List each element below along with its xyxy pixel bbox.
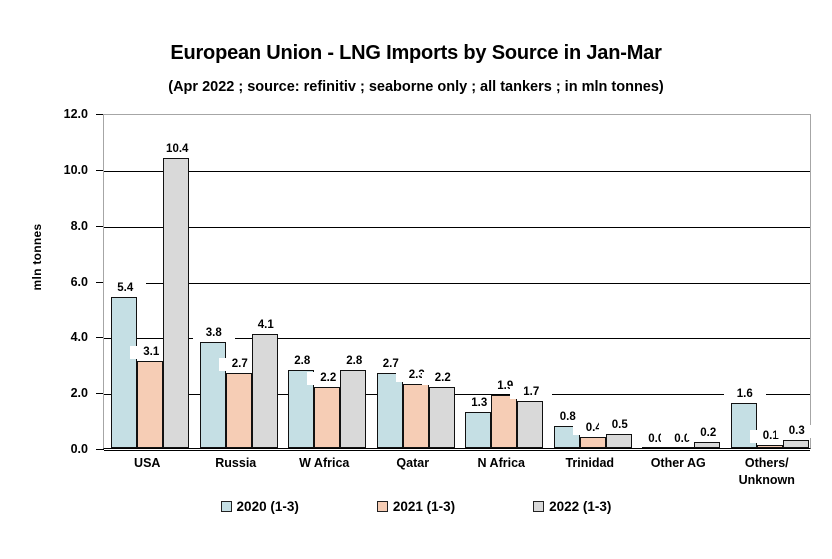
bar[interactable] (163, 157, 190, 448)
y-axis-label: 0.0 (70, 442, 88, 456)
chart-title: European Union - LNG Imports by Source i… (170, 42, 662, 64)
y-axis-tick (96, 281, 104, 283)
x-axis-label-line: Qatar (396, 456, 430, 470)
legend-label: 2020 (1-3) (236, 499, 299, 514)
y-axis-label: 8.0 (70, 218, 88, 233)
legend-label: 2021 (1-3) (392, 499, 456, 514)
x-axis-label-line: USA (134, 456, 161, 470)
bar-group: 3.8 2.7 4.1 (192, 115, 287, 448)
gridline (104, 226, 810, 228)
bar-value-label: 1.7 (510, 385, 553, 399)
bar-value-label: 3.1 (130, 346, 173, 360)
bar[interactable] (376, 372, 403, 448)
chart-legend: 2020 (1-3) 2021 (1-3) 2022 (1-3) (0, 499, 832, 514)
gridline (104, 338, 810, 340)
bar[interactable] (314, 386, 341, 448)
bar[interactable] (668, 447, 695, 448)
x-axis-label: Qatar (369, 455, 458, 472)
x-axis-label-line: W Africa (299, 456, 350, 470)
bar[interactable] (428, 386, 455, 448)
gridline (104, 394, 810, 396)
x-axis-label-line: Unknown (738, 473, 795, 487)
y-axis-tick (96, 225, 104, 227)
bar-value-label: 2.2 (421, 371, 464, 385)
bar-value-label: 5.4 (104, 282, 147, 296)
y-axis-label: 6.0 (70, 274, 88, 289)
bar-group: 5.4 3.1 10.4 (104, 115, 199, 448)
bar-value-label: 2.7 (369, 357, 412, 371)
y-axis-tick (96, 337, 104, 339)
bar[interactable] (137, 361, 164, 448)
x-axis-label: Others/Unknown (723, 455, 812, 489)
bar-value-label: 2.8 (281, 354, 324, 368)
y-axis-label: 4.0 (70, 330, 88, 345)
bar-value-label: 2.2 (307, 371, 350, 385)
bar[interactable] (111, 297, 138, 448)
bar[interactable] (465, 411, 492, 448)
gridline (104, 450, 810, 451)
y-axis-label: 2.0 (70, 386, 88, 401)
gridline (104, 170, 810, 172)
x-axis-label-line: Others/ (744, 456, 789, 470)
bar-value-label: 0.3 (775, 424, 818, 438)
bar-group: 0.0 0.0 0.2 (635, 115, 730, 448)
legend-item[interactable]: 2020 (1-3) (220, 499, 299, 514)
y-axis-tick (96, 114, 104, 115)
x-axis-label-line: Trinidad (565, 456, 615, 470)
bar-value-label: 0.2 (687, 427, 730, 441)
bar[interactable] (605, 434, 632, 448)
x-axis-label-line: N Africa (477, 456, 525, 470)
y-axis-tick (96, 169, 104, 171)
bar-value-label: 2.7 (218, 357, 261, 371)
x-axis-label-line: Russia (215, 456, 257, 470)
x-axis-label: W Africa (280, 455, 369, 472)
plot-area: 5.4 3.1 10.4 3.8 2.7 4.1 2.8 2.2 2.8 2.7 2.3 2.2 1.3… (103, 114, 818, 451)
y-axis-tick (96, 449, 104, 450)
gridline (104, 282, 810, 284)
bar[interactable] (340, 369, 367, 448)
chart-subtitle: (Apr 2022 ; source: refinitiv ; seaborne… (168, 79, 664, 95)
bar[interactable] (579, 436, 606, 448)
x-axis-label: USA (103, 455, 192, 472)
legend-item[interactable]: 2021 (1-3) (376, 499, 456, 514)
bar-group: 1.3 1.9 1.7 (458, 115, 553, 448)
legend-swatch-icon (220, 501, 232, 512)
bar[interactable] (251, 333, 278, 448)
bar-value-label: 1.3 (458, 396, 501, 410)
bar[interactable] (491, 394, 518, 448)
y-axis-title: mln tonnes (30, 223, 44, 291)
y-axis-label: 10.0 (63, 162, 88, 177)
bar-group: 1.6 0.1 0.3 (723, 115, 818, 448)
legend-swatch-icon (376, 501, 388, 512)
bar[interactable] (642, 447, 669, 448)
legend-swatch-icon (533, 501, 545, 512)
bar[interactable] (782, 439, 809, 448)
bar-group: 2.8 2.2 2.8 (281, 115, 376, 448)
bar[interactable] (694, 442, 721, 448)
bar-value-label: 3.8 (192, 326, 235, 340)
legend-item[interactable]: 2022 (1-3) (533, 499, 611, 514)
bar-group: 0.8 0.4 0.5 (546, 115, 641, 448)
bar[interactable] (402, 383, 429, 448)
y-axis-tick (96, 393, 104, 395)
bar-value-label: 4.1 (244, 318, 287, 332)
bar[interactable] (756, 445, 783, 448)
x-axis-label: Other AG (634, 455, 723, 472)
x-axis-label: Russia (192, 455, 281, 472)
bar-value-label: 0.5 (598, 419, 641, 433)
bar-value-label: 0.8 (546, 410, 589, 424)
x-axis-label: Trinidad (546, 455, 635, 472)
x-axis-label-line: Other AG (650, 456, 706, 470)
bar[interactable] (517, 400, 544, 448)
y-axis-label: 12.0 (63, 107, 88, 121)
bar-group: 2.7 2.3 2.2 (369, 115, 464, 448)
bar-value-label: 10.4 (156, 142, 199, 156)
bar-value-label: 1.6 (723, 388, 766, 402)
bar-value-label: 2.8 (333, 354, 376, 368)
legend-label: 2022 (1-3) (549, 499, 612, 514)
bar[interactable] (225, 372, 252, 448)
x-axis-label: N Africa (457, 455, 546, 472)
